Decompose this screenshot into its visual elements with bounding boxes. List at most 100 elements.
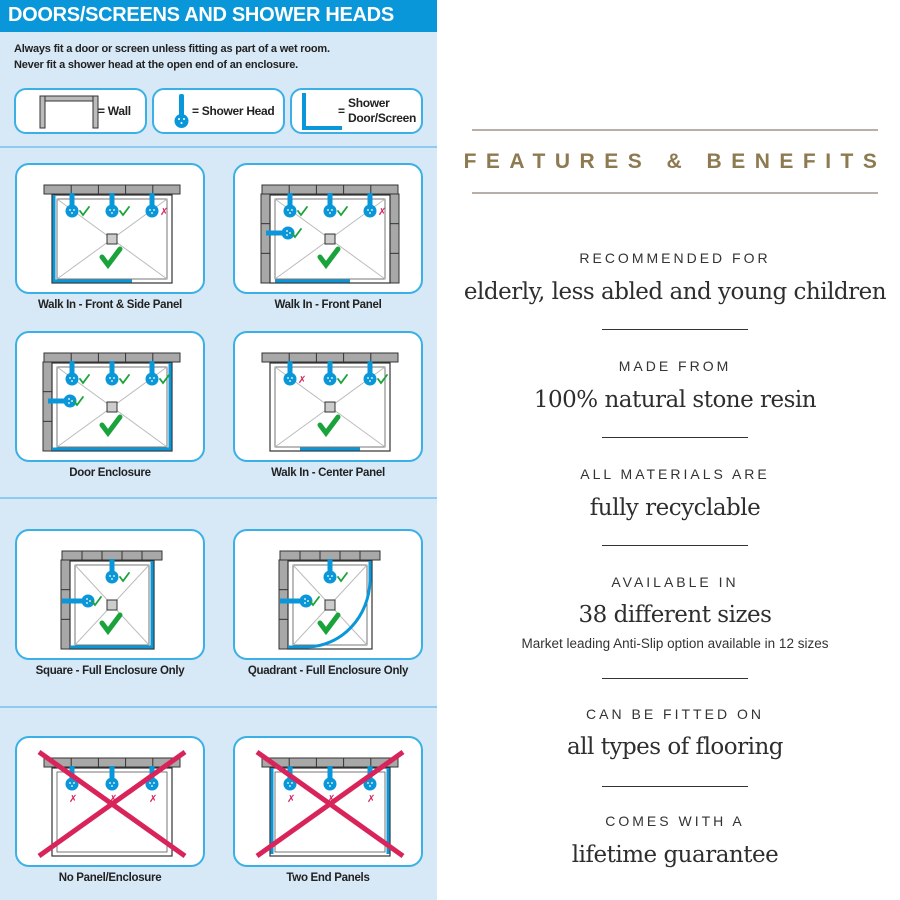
shower-head-icon: [363, 361, 377, 386]
legend-door-equals: =: [338, 104, 345, 118]
screen-panel: [288, 561, 372, 649]
shower-head-icon: [105, 559, 119, 584]
shower-head-icon: [280, 594, 313, 608]
feature-value: 100% natural stone resin: [533, 387, 817, 413]
enclosure-diagram: [60, 550, 163, 650]
cross-icon: ✗: [378, 207, 386, 218]
shower-head-icon: [48, 394, 77, 408]
drain-icon: [324, 599, 336, 611]
check-icon: [119, 572, 130, 583]
check-icon: [377, 374, 388, 385]
shower-head-icon: [105, 193, 119, 218]
cross-icon: ✗: [160, 207, 168, 218]
check-icon: [337, 572, 348, 583]
shower-head-icon: [323, 193, 337, 218]
shower-head-icon: [283, 193, 297, 218]
feature-value: all types of flooring: [566, 734, 784, 760]
feature-divider: [602, 786, 748, 787]
cross-icon: ✗: [69, 794, 77, 805]
diagram-label: Walk In - Front & Side Panel: [38, 299, 182, 311]
check-icon: [73, 396, 84, 407]
diagram-label: Walk In - Front Panel: [274, 299, 382, 311]
check-icon: [317, 414, 341, 438]
enclosure-diagram: ✗ ✗ ✗: [37, 749, 187, 859]
check-icon: [309, 596, 320, 607]
shower-head-icon: [105, 361, 119, 386]
feature-label: ALL MATERIALS ARE: [580, 466, 770, 482]
feature-divider: [602, 329, 748, 330]
diagram-label: Square - Full Enclosure Only: [35, 665, 185, 677]
diagram-label: Walk In - Center Panel: [271, 467, 385, 479]
check-icon: [91, 596, 102, 607]
check-icon: [99, 414, 123, 438]
cross-icon: ✗: [287, 794, 295, 805]
feature-divider: [602, 678, 748, 679]
check-icon: [119, 374, 130, 385]
feature-value: fully recyclable: [589, 495, 761, 521]
check-icon: [317, 612, 341, 636]
drain-icon: [324, 233, 336, 245]
check-icon: [159, 374, 170, 385]
enclosure-diagram-card: ✗: [233, 163, 423, 294]
enclosure-diagram: ✗: [260, 184, 400, 284]
shower-head-icon: [105, 766, 119, 791]
shower-head-icon: [62, 594, 95, 608]
features-title: FEATURES & BENEFITS: [463, 150, 887, 173]
cross-icon: ✗: [327, 794, 335, 805]
screen-panel: [270, 768, 390, 854]
shower-head-icon: [65, 193, 79, 218]
diagram-label: No Panel/Enclosure: [58, 872, 162, 884]
check-icon: [337, 374, 348, 385]
check-icon: [79, 206, 90, 217]
check-icon: [119, 206, 130, 217]
cross-icon: ✗: [298, 375, 306, 386]
shower-head-icon: [283, 361, 297, 386]
check-icon: [99, 246, 123, 270]
enclosure-diagram: ✗: [43, 184, 181, 284]
legend-shower-head: = Shower Head: [152, 88, 285, 134]
intro-line-1: Always fit a door or screen unless fitti…: [14, 43, 330, 55]
cross-icon: ✗: [109, 794, 117, 805]
prohibited-cross-icon: [255, 749, 405, 859]
cross-icon: ✗: [149, 794, 157, 805]
intro-line-2: Never fit a shower head at the open end …: [14, 59, 299, 71]
shower-head-icon: [323, 361, 337, 386]
enclosure-diagram: [42, 352, 181, 452]
check-icon: [291, 228, 302, 239]
feature-divider: [602, 437, 748, 438]
enclosure-diagram-card: [15, 529, 205, 660]
legend-shower-head-label: = Shower Head: [192, 104, 275, 118]
shower-head-icon: [145, 361, 159, 386]
feature-divider: [602, 545, 748, 546]
enclosure-diagram-card: ✗ ✗ ✗: [233, 736, 423, 867]
drain-icon: [106, 233, 118, 245]
section-title: DOORS/SCREENS AND SHOWER HEADS: [0, 0, 437, 32]
enclosure-diagram: [278, 550, 381, 650]
wall-icon: [39, 95, 99, 129]
enclosure-diagram-card: ✗ ✗ ✗: [15, 736, 205, 867]
diagram-label: Quadrant - Full Enclosure Only: [247, 665, 409, 677]
screen-panel: [52, 363, 172, 451]
feature-value: elderly, less abled and young children: [463, 279, 887, 305]
shower-head-icon: [323, 766, 337, 791]
check-icon: [317, 246, 341, 270]
enclosure-diagram: ✗ ✗ ✗: [255, 749, 405, 859]
title-rule-bottom: [472, 192, 878, 194]
check-icon: [337, 206, 348, 217]
drain-icon: [106, 599, 118, 611]
legend-door-label-2: Door/Screen: [348, 111, 417, 125]
feature-label: AVAILABLE IN: [611, 574, 739, 590]
shower-head-icon: [145, 193, 159, 218]
diagram-label: Two End Panels: [286, 872, 370, 884]
diagram-label: Door Enclosure: [69, 467, 151, 479]
enclosure-diagram-card: ✗: [15, 163, 205, 294]
feature-label: RECOMMENDED FOR: [579, 250, 771, 266]
feature-label: COMES WITH A: [605, 813, 745, 829]
drain-icon: [106, 401, 118, 413]
enclosure-diagram-card: [233, 529, 423, 660]
screen-panel: [70, 561, 154, 649]
feature-label: CAN BE FITTED ON: [586, 706, 764, 722]
divider: [0, 497, 437, 499]
feature-label: MADE FROM: [618, 358, 732, 374]
shower-head-icon: [363, 193, 377, 218]
